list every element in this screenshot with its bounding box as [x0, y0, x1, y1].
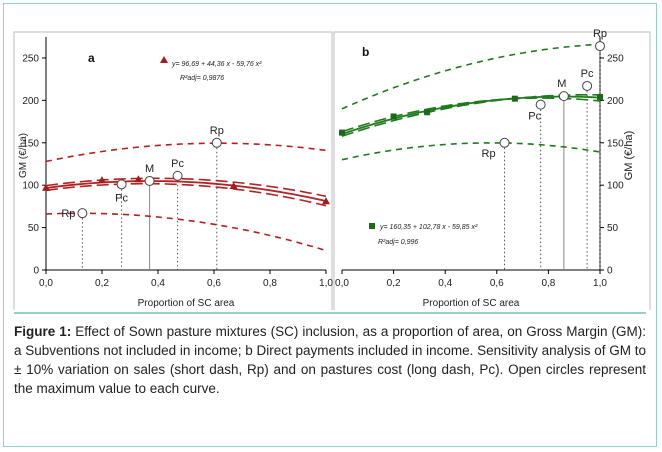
max-point-label: M [145, 163, 154, 175]
max-point-label: Pc [528, 111, 541, 123]
r-squared: R²adj= 0,9876 [180, 75, 224, 82]
x-tick-label: 0,0 [39, 278, 53, 289]
observed-point [511, 95, 518, 102]
max-point-label: Pc [115, 192, 128, 204]
panel-a-background [13, 31, 333, 310]
caption-text: Effect of Sown pasture mixtures (SC) inc… [14, 324, 646, 396]
series-curve-long-dash [45, 182, 327, 207]
observed-point [390, 113, 397, 120]
r-squared: R²adj= 0,996 [378, 239, 418, 246]
max-point-circle [558, 91, 569, 102]
y-tick-label: 200 [607, 96, 624, 107]
observed-point [597, 93, 603, 100]
x-tick-label: 0,6 [207, 278, 221, 289]
series-curve-long-dash [341, 94, 601, 137]
y-tick-label: 150 [607, 138, 624, 149]
max-point-circle [211, 137, 222, 148]
observed-point [229, 182, 238, 190]
series-curve-short-dash [341, 43, 601, 110]
y-tick-label: 0 [33, 266, 39, 277]
panel-label: a [88, 51, 95, 65]
y-tick-label: 100 [22, 181, 39, 192]
y-tick-label: 150 [22, 138, 39, 149]
max-point-circle [116, 179, 127, 190]
x-tick-label: 1,0 [319, 278, 333, 289]
figure-svg: 0,0 0,2 0,4 0,6 0,8 1,0050100150200250Proport… [13, 28, 651, 310]
x-tick-label: 1,0 [593, 278, 607, 289]
max-point-label: Pc [171, 158, 184, 170]
max-point-circle [77, 208, 88, 219]
max-point-circle [535, 99, 546, 110]
y-tick-label: 250 [22, 53, 39, 64]
x-tick-label: 0,8 [263, 278, 277, 289]
max-point-circle [595, 41, 605, 52]
x-tick-label: 0,4 [151, 278, 165, 289]
y-tick-label: 100 [607, 181, 624, 192]
x-axis-title: Proportion of SC area [423, 298, 520, 309]
series-curve-solid [45, 180, 327, 202]
legend-marker [160, 56, 168, 63]
series-curve-short-dash [45, 142, 327, 163]
max-point-label: Pc [581, 68, 594, 80]
y-axis-title: GM (€/ha) [623, 131, 635, 181]
max-point-label: Rp [61, 208, 75, 220]
max-point-label: Rp [593, 28, 607, 40]
observed-point [134, 175, 143, 183]
observed-point [322, 197, 330, 205]
x-tick-label: 0,6 [490, 278, 504, 289]
panel-a: 0,0 0,2 0,4 0,6 0,8 1,0 0 50 100 150 200 250 Proport… [18, 37, 333, 309]
panel-label: b [362, 45, 369, 59]
max-point-label: Rp [482, 148, 496, 160]
max-point-circle [172, 170, 183, 181]
caption-separator [14, 312, 646, 314]
x-tick-label: 0,0 [335, 278, 349, 289]
max-point-circle [499, 137, 510, 148]
y-tick-label: 50 [607, 223, 619, 234]
panel-b: 0,0 0,2 0,4 0,6 0,8 1,00 50 100 150 200 250 Proport… [335, 28, 635, 309]
observed-point [42, 183, 50, 191]
observed-point [98, 176, 106, 184]
y-tick-label: 250 [607, 53, 624, 64]
legend-marker [369, 223, 375, 229]
observed-point [339, 129, 345, 136]
y-tick-label: 200 [22, 96, 39, 107]
x-axis-title: Proportion of SC area [138, 298, 235, 309]
x-tick-label: 0,8 [541, 278, 555, 289]
y-tick-label: 0 [607, 266, 613, 277]
series-curve-short-dash [45, 212, 327, 252]
series-curve-solid [341, 95, 601, 135]
regression-equation: y= 96,69 + 44,36 x - 59,76 x² [171, 61, 262, 68]
series-curve-long-dash [341, 97, 601, 133]
x-tick-label: 0,2 [95, 278, 109, 289]
x-tick-label: 0,4 [438, 278, 452, 289]
max-point-label: Rp [210, 125, 224, 137]
figure-caption: Figure 1: Effect of Sown pasture mixture… [14, 322, 646, 398]
max-point-circle [144, 175, 155, 186]
y-axis-title: GM (€/ha) [18, 133, 29, 178]
series-curve-long-dash [45, 177, 327, 198]
max-point-label: M [557, 78, 566, 90]
panel-b-background [333, 31, 651, 310]
regression-equation: y= 160,35 + 102,78 x - 59,85 x² [379, 224, 478, 231]
caption-label: Figure 1: [14, 324, 72, 339]
x-tick-label: 0,2 [387, 278, 401, 289]
max-point-circle [582, 80, 593, 91]
y-tick-label: 50 [28, 223, 40, 234]
observed-point [424, 109, 431, 116]
